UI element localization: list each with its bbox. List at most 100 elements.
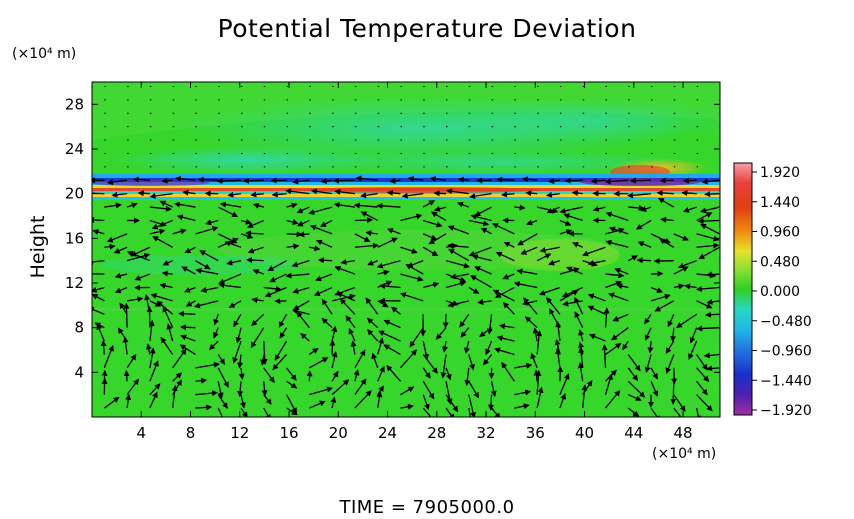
- wind-vector: [383, 344, 401, 356]
- wind-vector: [376, 260, 401, 269]
- wind-vector: [213, 314, 220, 326]
- wind-vector: [233, 313, 242, 328]
- wind-vector: [604, 178, 629, 185]
- wind-vector: [386, 189, 401, 196]
- wind-vector: [350, 340, 357, 355]
- wind-vector: [286, 380, 298, 389]
- wind-vector: [331, 293, 356, 302]
- wind-vector: [637, 241, 652, 248]
- wind-vector: [379, 283, 401, 290]
- wind-vector: [495, 251, 515, 262]
- wind-vector: [536, 386, 544, 409]
- wind-vector: [609, 226, 629, 235]
- wind-vector: [367, 329, 379, 342]
- wind-vector: [406, 260, 424, 268]
- wind-vector: [696, 300, 713, 309]
- wind-vector: [334, 188, 355, 195]
- wind-vector: [400, 213, 423, 222]
- wind-vector: [104, 243, 116, 250]
- x-tick-label: 4: [136, 424, 146, 442]
- wind-vector: [92, 286, 105, 293]
- colorbar-label: 1.920: [760, 165, 800, 181]
- wind-vector: [371, 352, 379, 369]
- wind-vector: [559, 289, 579, 302]
- wind-vector: [422, 340, 430, 361]
- x-tick-label: 48: [674, 424, 693, 442]
- wind-vector: [604, 373, 613, 395]
- wind-vector: [496, 176, 515, 183]
- wind-vector: [445, 260, 470, 269]
- wind-vector: [245, 257, 264, 264]
- wind-vector: [650, 233, 671, 244]
- wind-vector: [696, 367, 710, 383]
- wind-vector: [700, 206, 720, 214]
- wind-vector: [365, 230, 378, 237]
- wind-vector: [365, 297, 379, 315]
- x-tick-label: 44: [624, 424, 643, 442]
- wind-vector: [460, 327, 470, 338]
- y-tick-label: 20: [65, 185, 84, 203]
- wind-vector: [104, 202, 122, 209]
- wind-vector: [228, 300, 242, 308]
- wind-vector: [296, 219, 310, 227]
- x-axis: 4 8 12 16 20 24 28 32 36 40 44 48: [136, 82, 693, 442]
- wind-vector: [450, 273, 469, 280]
- wind-vector: [677, 260, 697, 269]
- wind-vector: [656, 189, 674, 196]
- wind-vector: [457, 201, 470, 208]
- wind-vector: [152, 236, 173, 248]
- wind-vector: [213, 327, 219, 339]
- wind-vector: [485, 340, 493, 356]
- wind-vector: [492, 223, 515, 235]
- colorbar-label: −0.960: [760, 344, 812, 360]
- wind-vector: [574, 311, 584, 328]
- wind-vector: [246, 219, 265, 229]
- wind-vector: [376, 202, 401, 209]
- wind-vector: [292, 286, 310, 294]
- colorbar: [733, 162, 753, 416]
- wind-vector: [149, 228, 166, 235]
- wind-vector: [227, 191, 242, 198]
- wind-vector: [377, 269, 390, 276]
- wind-vector: [162, 305, 174, 328]
- wind-vector: [514, 204, 526, 211]
- wind-vector: [250, 191, 264, 198]
- wind-vector: [320, 178, 333, 185]
- wind-vector: [470, 275, 492, 289]
- wind-vector: [309, 386, 333, 396]
- wind-vector: [261, 381, 268, 397]
- y-tick-label: 8: [74, 319, 84, 337]
- wind-vector: [480, 227, 492, 235]
- wind-vector: [399, 292, 424, 302]
- wind-vector: [390, 306, 401, 315]
- wind-vector: [513, 281, 538, 289]
- wind-vector: [635, 219, 652, 230]
- wind-vector: [445, 280, 467, 289]
- wind-vector: [114, 272, 128, 279]
- wind-vector: [433, 206, 447, 212]
- wind-vector: [237, 381, 244, 398]
- wind-vector: [696, 242, 720, 249]
- wind-vector: [320, 219, 333, 227]
- wind-vector: [696, 394, 713, 412]
- wind-vector: [514, 389, 532, 396]
- wind-vector: [636, 257, 652, 264]
- wind-vector: [298, 231, 310, 238]
- wind-vector: [545, 191, 561, 198]
- wind-vector: [389, 177, 401, 184]
- colorbar-label: 0.000: [760, 284, 800, 300]
- wind-vector: [644, 354, 652, 373]
- x-tick-label: 40: [575, 424, 594, 442]
- colorbar-labels: 1.920 1.440 0.960 0.480 0.000 −0.480 −0.960 −1.…: [752, 165, 812, 419]
- wind-vector: [353, 202, 378, 209]
- wind-vector: [292, 178, 310, 185]
- wind-vector: [171, 384, 178, 409]
- wind-vector: [524, 316, 538, 329]
- wind-vector: [422, 246, 439, 257]
- wind-vector: [149, 383, 161, 396]
- wind-vector: [360, 211, 378, 222]
- wind-vector: [650, 381, 659, 397]
- wind-vector: [205, 219, 219, 226]
- wind-vector: [587, 305, 606, 315]
- y-tick-label: 4: [74, 363, 84, 381]
